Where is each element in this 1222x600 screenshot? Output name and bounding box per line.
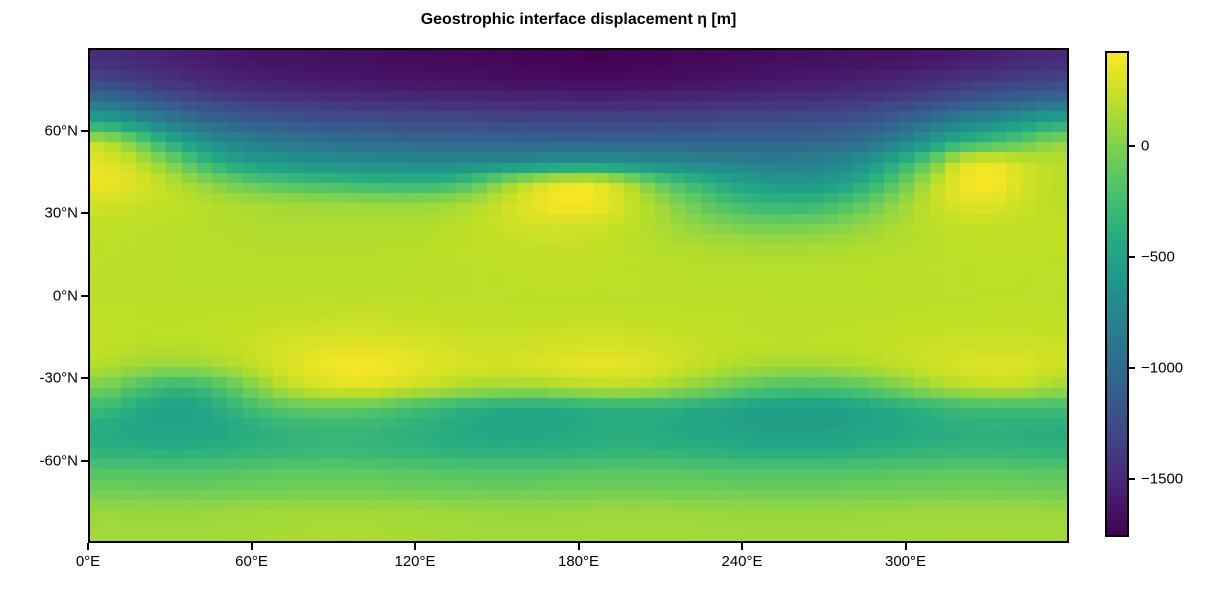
colorbar-tick-mark — [1129, 256, 1135, 259]
colorbar-tick-label: −1500 — [1141, 470, 1184, 488]
y-tick-label: -60°N — [39, 452, 78, 469]
x-tick-label: 240°E — [721, 553, 763, 570]
x-tick-mark — [414, 543, 416, 550]
colorbar-tick-mark — [1129, 145, 1135, 148]
x-tick-mark — [741, 543, 743, 550]
colorbar-tick-mark — [1129, 367, 1135, 370]
y-tick-mark — [81, 212, 88, 214]
y-tick-mark — [81, 294, 88, 297]
colorbar-tick-mark — [1129, 478, 1135, 481]
heatmap-canvas — [90, 50, 1067, 541]
colorbar-tick-label: −500 — [1141, 248, 1175, 266]
colorbar-tick-label: −1000 — [1141, 359, 1184, 377]
colorbar — [1105, 51, 1129, 537]
y-tick-mark — [81, 129, 88, 132]
x-tick-label: 60°E — [235, 553, 268, 570]
colorbar-tick-label: 0 — [1141, 137, 1150, 155]
y-tick-mark — [81, 459, 88, 462]
y-tick-label: -30°N — [39, 369, 78, 387]
y-tick-label: 30°N — [44, 204, 78, 222]
y-tick-label: 60°N — [44, 122, 78, 139]
x-tick-label: 120°E — [394, 553, 436, 570]
x-tick-label: 0°E — [75, 553, 101, 570]
x-tick-label: 180°E — [557, 553, 600, 570]
y-tick-label: 0°N — [52, 287, 78, 304]
x-tick-label: 300°E — [884, 553, 927, 570]
x-tick-mark — [87, 543, 89, 550]
plot-area — [88, 48, 1069, 543]
colorbar-canvas — [1107, 53, 1127, 535]
y-tick-mark — [81, 377, 88, 379]
x-tick-mark — [250, 543, 253, 550]
chart-title: Geostrophic interface displacement η [m] — [420, 11, 737, 28]
x-tick-mark — [577, 543, 580, 550]
x-tick-mark — [904, 543, 907, 550]
